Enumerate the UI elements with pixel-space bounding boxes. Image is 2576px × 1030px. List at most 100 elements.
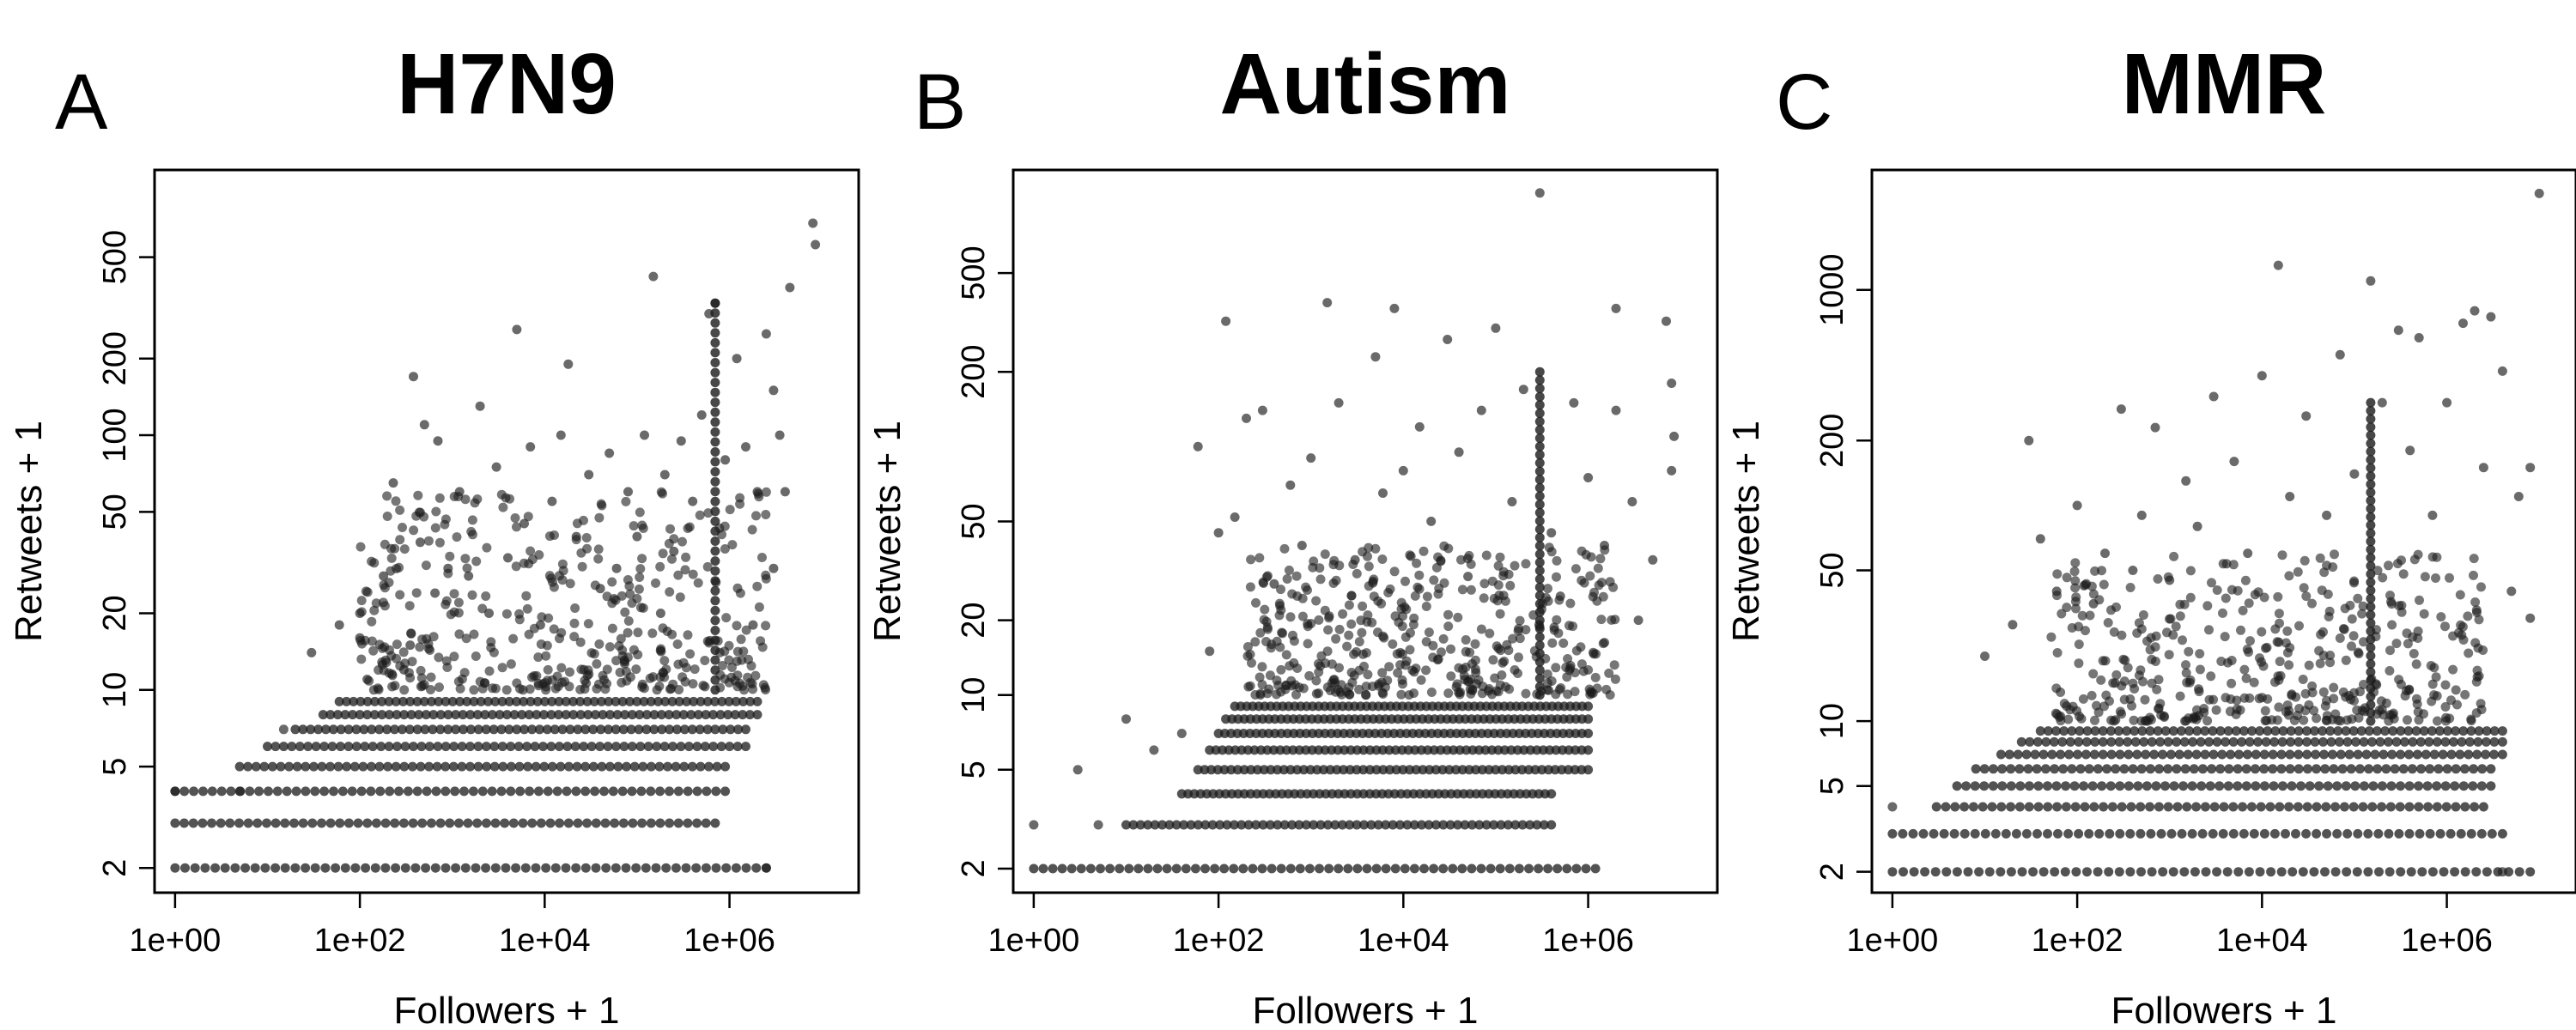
band-point — [427, 696, 436, 706]
column-point — [710, 526, 720, 536]
band-point — [643, 742, 653, 752]
cloud-point — [406, 628, 416, 639]
column-point — [710, 506, 720, 517]
y-tick-label: 500 — [97, 230, 133, 284]
y-tick-label: 10 — [97, 672, 133, 708]
band-point — [424, 761, 434, 772]
band-point — [571, 863, 581, 873]
band-point — [2482, 867, 2492, 877]
band-point — [2049, 736, 2059, 747]
cloud-point — [1596, 578, 1607, 588]
band-point — [375, 786, 386, 797]
cloud-point — [2284, 660, 2294, 670]
cloud-point — [453, 597, 464, 608]
band-point — [532, 710, 542, 720]
band-point — [318, 710, 328, 720]
band-point — [2411, 726, 2421, 736]
column-point — [1534, 375, 1545, 385]
cloud-point — [508, 633, 519, 644]
cloud-point — [2260, 706, 2270, 716]
band-point — [1908, 828, 1918, 839]
band-point — [2305, 781, 2315, 791]
band-point — [1332, 765, 1342, 775]
data-point — [2470, 306, 2480, 316]
data-point — [1887, 802, 1898, 812]
band-point — [2451, 764, 2461, 774]
band-point — [1352, 820, 1362, 830]
band-point — [512, 724, 522, 735]
band-point — [659, 742, 670, 752]
band-point — [252, 818, 263, 828]
band-point — [598, 710, 608, 720]
band-point — [2432, 781, 2442, 791]
band-point — [1968, 802, 1978, 812]
panel-mmr: C MMR 1e+00 1e+02 1e+04 1e+06 2510502001000… — [1725, 36, 2576, 1030]
data-point — [676, 436, 686, 446]
column-point — [1534, 607, 1545, 617]
band-point — [1988, 781, 1998, 791]
band-point — [2016, 736, 2026, 747]
band-point — [2339, 802, 2349, 812]
band-point — [1467, 820, 1477, 830]
data-point — [2427, 510, 2438, 520]
cloud-point — [1396, 604, 1406, 614]
cloud-point — [2347, 614, 2357, 624]
cloud-point — [1368, 576, 1378, 586]
band-point — [200, 863, 210, 873]
band-point — [1279, 820, 1290, 830]
band-point — [398, 818, 409, 828]
band-point — [190, 863, 200, 873]
band-point — [2063, 828, 2074, 839]
band-point — [2241, 781, 2251, 791]
band-point — [608, 786, 618, 797]
band-point — [2163, 736, 2173, 747]
column-point — [1534, 532, 1545, 542]
data-point — [2534, 188, 2544, 198]
band-point — [655, 818, 665, 828]
band-point — [1471, 765, 1481, 775]
band-point — [1425, 765, 1435, 775]
cloud-point — [2119, 694, 2129, 705]
cloud-point — [1406, 627, 1415, 638]
band-point — [1085, 863, 1096, 874]
cloud-point — [555, 633, 564, 644]
band-point — [676, 742, 686, 752]
cloud-point — [688, 679, 698, 689]
cloud-point — [2440, 702, 2451, 712]
cloud-point — [374, 665, 384, 676]
cloud-point — [2071, 592, 2081, 603]
band-point — [683, 818, 693, 828]
band-point — [1898, 828, 1908, 839]
cloud-point — [445, 551, 455, 561]
band-point — [2332, 781, 2342, 791]
band-point — [1162, 863, 1172, 874]
band-point — [270, 863, 281, 873]
band-point — [2228, 802, 2239, 812]
column-point — [710, 635, 720, 645]
cloud-point — [1304, 670, 1315, 681]
cloud-point — [623, 627, 633, 638]
band-point — [1381, 820, 1391, 830]
y-tick-label: 10 — [1814, 703, 1850, 739]
band-point — [240, 863, 251, 873]
cloud-point — [1552, 615, 1562, 625]
column-point — [710, 367, 720, 378]
band-point — [1229, 863, 1239, 874]
band-point — [2239, 828, 2249, 839]
band-point — [1200, 863, 1210, 874]
cloud-point — [584, 670, 594, 679]
band-point — [2060, 867, 2070, 877]
band-point — [2105, 726, 2116, 736]
band-point — [2497, 749, 2507, 760]
band-point — [2087, 781, 2098, 791]
band-point — [383, 761, 393, 772]
x-tick-label: 1e+06 — [683, 923, 775, 959]
y-tick-label: 1000 — [1814, 253, 1850, 326]
cloud-point — [1429, 575, 1439, 585]
band-point — [1477, 765, 1487, 775]
data-point — [1334, 397, 1344, 408]
band-point — [2318, 736, 2328, 747]
band-point — [1539, 820, 1549, 830]
cloud-point — [2353, 647, 2363, 657]
band-point — [170, 818, 180, 828]
